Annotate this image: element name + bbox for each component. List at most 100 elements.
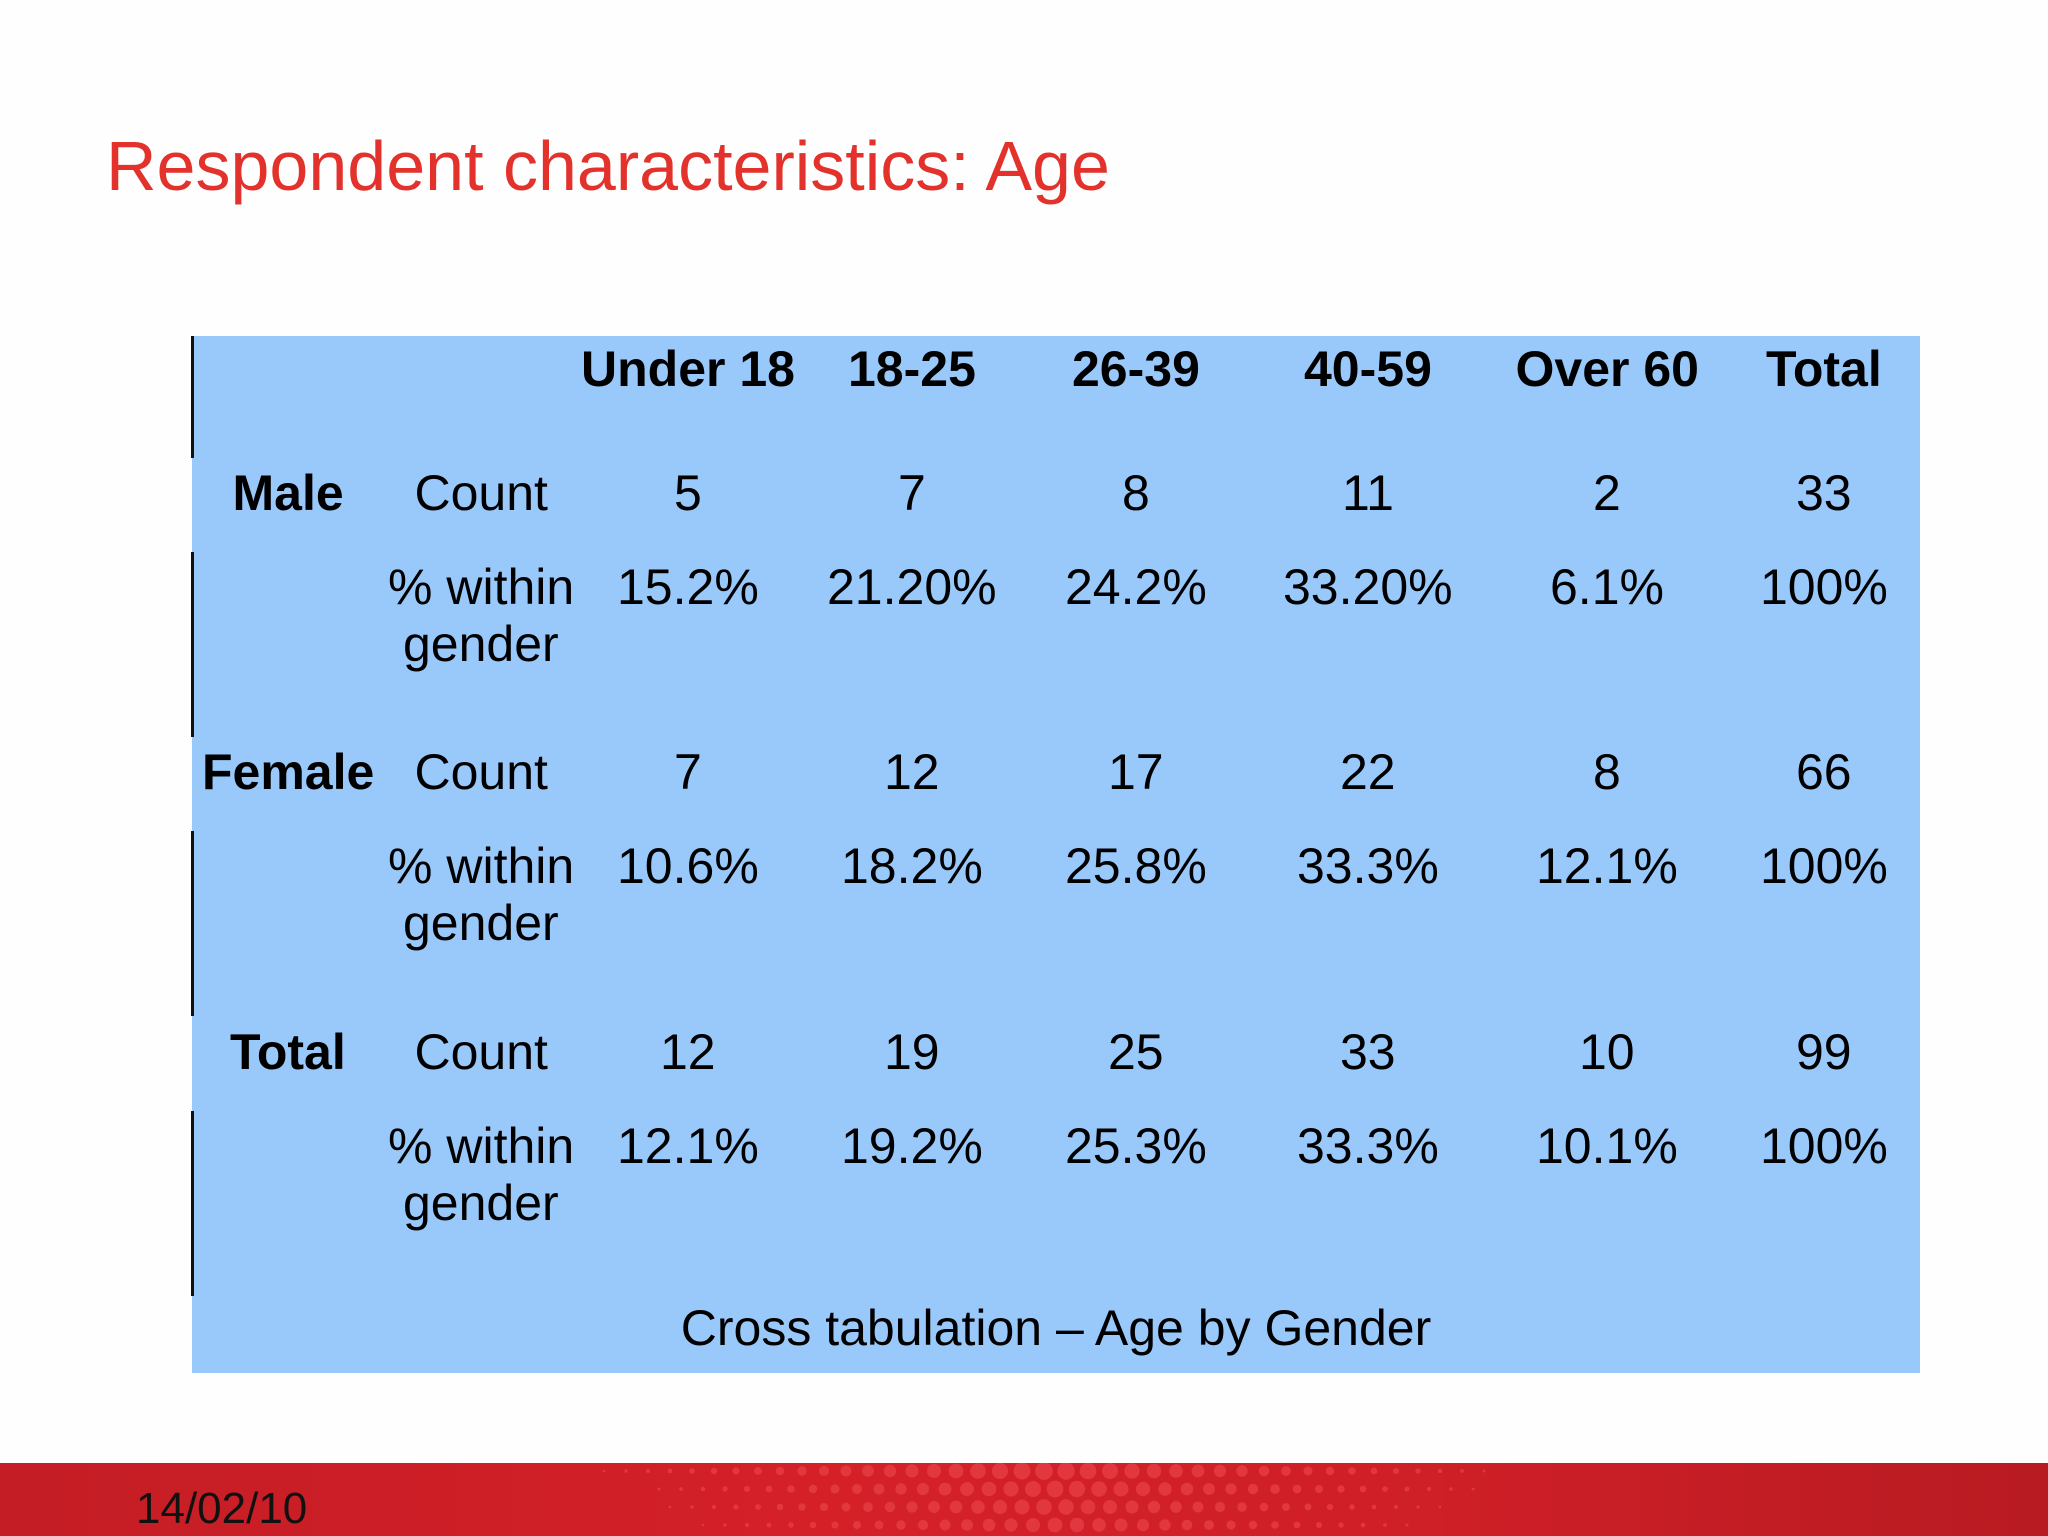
footer-dot <box>1004 1518 1018 1532</box>
footer-dot <box>1114 1518 1128 1532</box>
footer-dot <box>1349 1504 1355 1510</box>
footer-dot <box>1259 1502 1269 1512</box>
footer-dot <box>701 1523 705 1527</box>
footer-dot <box>1102 1463 1118 1479</box>
table-cell: 5 <box>674 465 702 521</box>
footer-dot <box>938 1482 952 1496</box>
footer-dot <box>1013 1463 1031 1480</box>
table-cell: 66 <box>1796 744 1852 800</box>
footer-dot <box>830 1484 840 1494</box>
footer-dot <box>819 1502 829 1512</box>
table-cell: 33 <box>1340 1024 1396 1080</box>
table-cell: 8 <box>1593 744 1621 800</box>
footer-dot <box>916 1482 930 1496</box>
table-cell: 33.20% <box>1283 559 1453 615</box>
row-measure-label: % within <box>388 838 575 894</box>
footer-dot <box>1036 1499 1052 1515</box>
table-caption: Cross tabulation – Age by Gender <box>680 1300 1432 1356</box>
footer-dot <box>917 1519 929 1531</box>
footer-dot <box>862 1465 874 1477</box>
footer-dot <box>1204 1520 1214 1530</box>
footer-dot <box>1146 1463 1162 1479</box>
table-left-rule <box>191 336 194 458</box>
footer-dot-pattern <box>602 1463 1486 1533</box>
footer-dot <box>1371 1504 1377 1510</box>
footer-dot <box>787 1485 795 1493</box>
footer-dot <box>1025 1481 1041 1497</box>
table-cell: 99 <box>1796 1024 1852 1080</box>
footer-dot <box>1057 1463 1075 1480</box>
footer-dot <box>1248 1520 1258 1530</box>
table-cell: 7 <box>898 465 926 521</box>
footer-dot <box>1326 1503 1334 1511</box>
footer-dot <box>1180 1482 1194 1496</box>
footer-dot <box>1426 1486 1432 1492</box>
footer-dot <box>1437 1468 1443 1474</box>
footer-dot <box>710 1467 718 1475</box>
footer-dot <box>991 1463 1009 1480</box>
footer-dot <box>840 1465 852 1477</box>
table-cell: 7 <box>674 744 702 800</box>
footer-dot <box>981 1481 997 1497</box>
footer-dot <box>668 1505 672 1509</box>
footer-dot <box>754 1467 762 1475</box>
footer-dot <box>733 1504 739 1510</box>
row-measure-label: Count <box>414 1024 548 1080</box>
footer-dot <box>1068 1480 1086 1498</box>
footer-dot <box>732 1467 740 1475</box>
footer-dot <box>1393 1468 1399 1474</box>
row-group-label: Total <box>230 1024 346 1080</box>
footer-dot <box>906 1501 918 1513</box>
footer-dot <box>1237 1502 1247 1512</box>
footer-dot <box>1394 1505 1398 1509</box>
footer-band <box>0 1463 2048 1536</box>
footer-dot <box>1337 1485 1345 1493</box>
footer-dot <box>895 1483 907 1495</box>
table-cell: 33.3% <box>1297 838 1439 894</box>
footer-dot <box>1136 1518 1150 1532</box>
table-cell: 33.3% <box>1297 1118 1439 1174</box>
footer-dot <box>1170 1501 1182 1513</box>
footer-dot <box>711 1504 717 1510</box>
row-measure-label: gender <box>403 895 559 951</box>
footer-dot <box>1282 1503 1290 1511</box>
footer-dot <box>1281 1466 1291 1476</box>
footer-dot <box>788 1522 794 1528</box>
footer-dot <box>624 1469 628 1473</box>
table-cell: 12 <box>884 744 940 800</box>
footer-dot <box>928 1501 940 1513</box>
footer-dot <box>1338 1522 1344 1528</box>
footer-dot <box>765 1485 773 1493</box>
footer-dot <box>1292 1484 1302 1494</box>
footer-dot <box>1404 1486 1410 1492</box>
footer-dot <box>1046 1480 1064 1498</box>
column-header: 40-59 <box>1304 341 1432 397</box>
column-header: Total <box>1766 341 1882 397</box>
footer-dot <box>961 1519 973 1531</box>
footer-dot <box>755 1504 761 1510</box>
footer-dot <box>700 1486 706 1492</box>
footer-dot <box>1247 1483 1259 1495</box>
footer-dot <box>1113 1481 1129 1497</box>
footer-dot <box>1226 1520 1236 1530</box>
footer-dot <box>896 1520 906 1530</box>
footer-dot <box>1258 1465 1270 1477</box>
table-left-rule <box>191 1111 194 1296</box>
footer-dot <box>646 1469 650 1473</box>
table-cell: 100% <box>1760 1118 1888 1174</box>
footer-dot <box>1438 1505 1442 1509</box>
table-cell: 25.3% <box>1065 1118 1207 1174</box>
footer-dot <box>883 1464 897 1478</box>
footer-dot <box>1315 1485 1323 1493</box>
row-measure-label: % within <box>388 1118 575 1174</box>
footer-dot <box>884 1501 896 1513</box>
table-cell: 10.6% <box>617 838 759 894</box>
table-cell: 100% <box>1760 838 1888 894</box>
table-left-rule <box>191 552 194 737</box>
table-cell: 21.20% <box>827 559 997 615</box>
footer-dot <box>1124 1463 1140 1479</box>
footer-dot <box>1014 1499 1030 1515</box>
table-cell: 19 <box>884 1024 940 1080</box>
footer-dot <box>1348 1467 1356 1475</box>
table-cell: 25.8% <box>1065 838 1207 894</box>
